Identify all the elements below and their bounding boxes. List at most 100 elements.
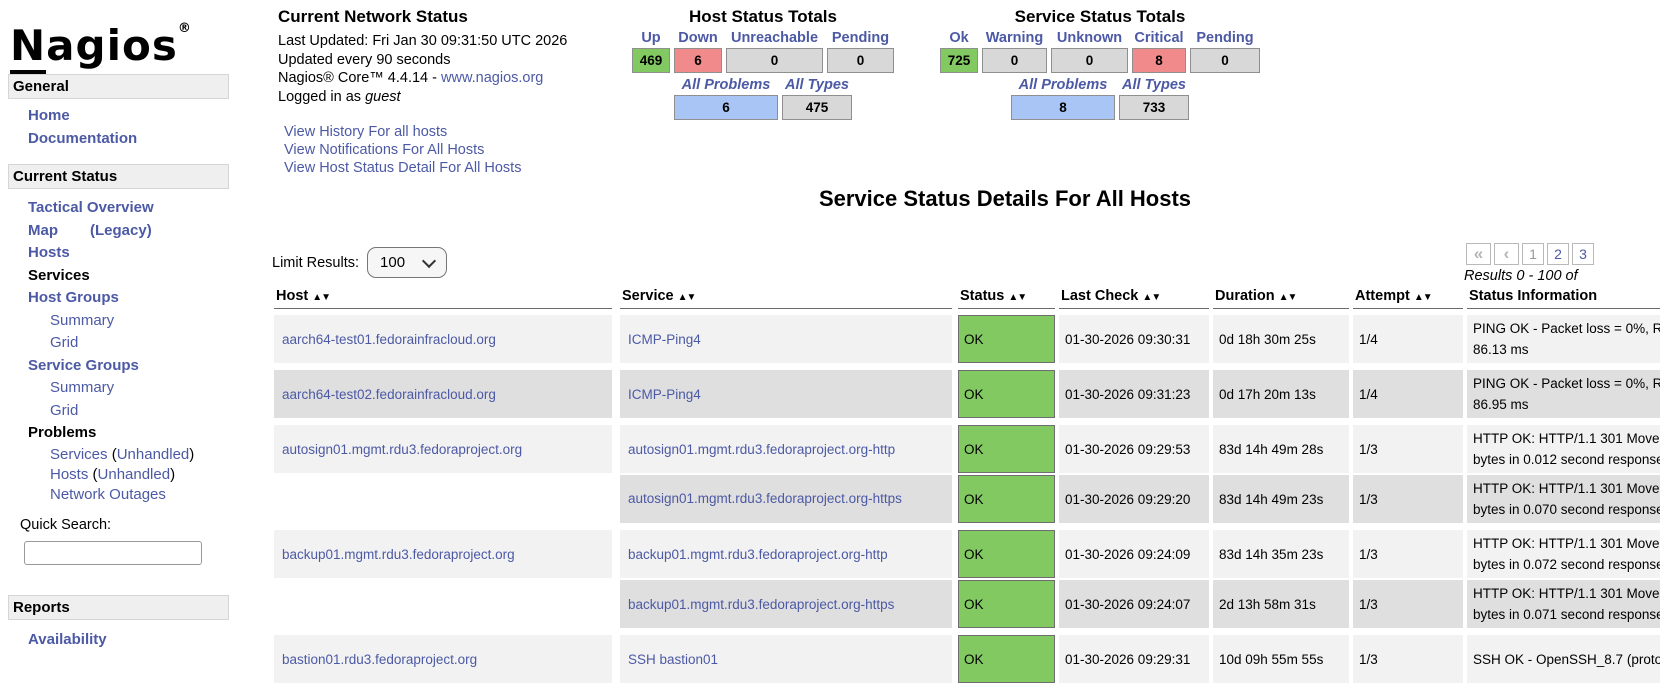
view-notifications-link[interactable]: View Notifications For All Hosts	[284, 142, 485, 158]
host-up-count: 469	[632, 48, 670, 73]
service-status-totals: Service Status Totals Ok Warning Unknown…	[930, 7, 1270, 122]
sort-descending-icon[interactable]: ▼	[686, 292, 697, 303]
duration-cell: 83d 14h 49m 23s	[1213, 475, 1349, 523]
sidebar-item-availability[interactable]: Availability	[28, 630, 107, 648]
sort-ascending-icon[interactable]: ▲	[677, 292, 688, 303]
sidebar-item-network-outages[interactable]: Network Outages	[50, 485, 166, 503]
left-arrow-icon: ‹	[1503, 244, 1510, 263]
column-header-host: Host ▲▼	[274, 288, 612, 309]
page-number-3[interactable]: 3	[1572, 243, 1594, 265]
table-row: bastion01.rdu3.fedoraproject.org SSH bas…	[274, 635, 1660, 683]
attempt-cell: 1/3	[1353, 530, 1463, 578]
service-cell: SSH bastion01	[620, 635, 952, 683]
host-totals-pending-link[interactable]: Pending	[831, 30, 890, 46]
sidebar-item-map[interactable]: Map	[28, 221, 58, 239]
view-host-status-link[interactable]: View Host Status Detail For All Hosts	[284, 160, 522, 176]
service-totals-ok-link[interactable]: Ok	[949, 30, 969, 46]
service-all-types-link[interactable]: All Types	[1122, 77, 1186, 93]
service-all-problems-link[interactable]: All Problems	[1018, 77, 1108, 93]
sidebar-item-documentation[interactable]: Documentation	[28, 129, 138, 147]
service-warning-count: 0	[982, 48, 1047, 73]
sort-ascending-icon[interactable]: ▲	[312, 292, 322, 303]
attempt-cell: 1/3	[1353, 635, 1463, 683]
nagios-org-link[interactable]: www.nagios.org	[441, 70, 544, 86]
host-cell: aarch64-test02.fedorainfracloud.org	[274, 370, 612, 418]
sidebar-item-home[interactable]: Home	[28, 107, 70, 124]
service-unknown-count: 0	[1051, 48, 1128, 73]
service-totals-pending-link[interactable]: Pending	[1196, 30, 1254, 46]
sort-descending-icon[interactable]: ▼	[1422, 292, 1433, 303]
sidebar-item-servicegroup-summary[interactable]: Summary	[50, 379, 115, 396]
logged-in-line: Logged in as guest	[278, 88, 401, 105]
sort-descending-icon[interactable]: ▼	[321, 292, 331, 303]
host-link[interactable]: bastion01.rdu3.fedoraproject.org	[282, 651, 478, 667]
sidebar-item-problem-services-unhandled[interactable]: Unhandled	[116, 445, 190, 463]
service-link[interactable]: autosign01.mgmt.rdu3.fedoraproject.org-h…	[628, 441, 896, 457]
table-row: aarch64-test02.fedorainfracloud.org ICMP…	[274, 370, 1660, 418]
sidebar-item-problem-hosts-unhandled[interactable]: Unhandled	[97, 465, 171, 483]
sidebar-item-hosts[interactable]: Hosts	[28, 244, 70, 261]
host-link[interactable]: autosign01.mgmt.rdu3.fedoraproject.org	[282, 441, 523, 457]
host-link[interactable]: aarch64-test02.fedorainfracloud.org	[282, 386, 496, 402]
logged-in-user: guest	[365, 88, 401, 105]
sidebar-item-map-legacy[interactable]: (Legacy)	[90, 221, 152, 239]
sidebar-item-host-groups[interactable]: Host Groups	[28, 289, 119, 306]
sidebar-item-problem-hosts: Hosts (Unhandled)	[50, 465, 176, 483]
nagios-logo[interactable]: Nagios®	[10, 0, 192, 75]
host-link[interactable]: backup01.mgmt.rdu3.fedoraproject.org	[282, 546, 515, 562]
table-row: backup01.mgmt.rdu3.fedoraproject.org-htt…	[274, 580, 1660, 628]
sidebar-item-map-row: Map (Legacy)	[28, 220, 240, 243]
host-link[interactable]: aarch64-test01.fedorainfracloud.org	[282, 331, 496, 347]
status-badge: OK	[958, 315, 1055, 363]
sidebar-item-servicegroup-grid[interactable]: Grid	[50, 401, 79, 419]
service-link[interactable]: autosign01.mgmt.rdu3.fedoraproject.org-h…	[628, 491, 902, 506]
service-totals-warning-link[interactable]: Warning	[985, 30, 1044, 46]
column-header-status: Status ▲▼	[958, 288, 1055, 309]
service-link[interactable]: backup01.mgmt.rdu3.fedoraproject.org-htt…	[628, 596, 895, 612]
sort-ascending-icon[interactable]: ▲	[1413, 292, 1424, 303]
sidebar-item-hostgroup-grid[interactable]: Grid	[50, 334, 79, 351]
column-header-service: Service ▲▼	[620, 288, 952, 309]
sort-ascending-icon[interactable]: ▲	[1008, 292, 1018, 303]
sidebar-item-hostgroup-summary[interactable]: Summary	[50, 311, 115, 329]
service-totals-critical-link[interactable]: Critical	[1134, 30, 1184, 46]
service-pending-count: 0	[1190, 48, 1260, 73]
host-totals-up-link[interactable]: Up	[641, 30, 661, 46]
sort-descending-icon[interactable]: ▼	[1151, 292, 1161, 303]
sort-ascending-icon[interactable]: ▲	[1278, 292, 1289, 303]
service-link[interactable]: ICMP-Ping4	[628, 331, 701, 347]
page-title: Service Status Details For All Hosts	[818, 186, 1192, 211]
sort-descending-icon[interactable]: ▼	[1287, 292, 1298, 303]
host-all-types-link[interactable]: All Types	[785, 77, 849, 93]
last-check-cell: 01-30-2026 09:31:23	[1059, 370, 1209, 418]
first-page-button[interactable]: «	[1466, 243, 1491, 265]
page-number-2[interactable]: 2	[1547, 243, 1569, 265]
page-number-current[interactable]: 1	[1522, 243, 1544, 265]
service-link[interactable]: SSH bastion01	[628, 651, 719, 667]
service-totals-unknown-link[interactable]: Unknown	[1056, 30, 1123, 46]
service-cell: ICMP-Ping4	[620, 370, 952, 418]
limit-results-select[interactable]: 100	[367, 247, 448, 278]
service-link[interactable]: ICMP-Ping4	[628, 386, 701, 402]
sort-ascending-icon[interactable]: ▲	[1142, 292, 1152, 303]
host-all-problems-link[interactable]: All Problems	[681, 77, 771, 93]
sidebar-section-reports: Reports	[8, 594, 229, 620]
table-header-row: Host ▲▼ Service ▲▼ Status ▲▼ Last Check …	[274, 288, 1660, 309]
host-totals-unreachable-link[interactable]: Unreachable	[730, 30, 819, 46]
service-all-problems-count: 8	[1011, 95, 1115, 120]
sidebar-item-tactical-overview[interactable]: Tactical Overview	[28, 199, 154, 216]
host-totals-down-link[interactable]: Down	[678, 30, 718, 46]
status-badge: OK	[958, 530, 1055, 578]
column-header-duration: Duration ▲▼	[1213, 288, 1349, 309]
service-link[interactable]: backup01.mgmt.rdu3.fedoraproject.org-htt…	[628, 546, 888, 562]
status-information-cell: HTTP OK: HTTP/1.1 301 Moved Permanently …	[1467, 425, 1660, 473]
quick-search-input[interactable]	[24, 540, 202, 565]
view-history-link[interactable]: View History For all hosts	[284, 124, 448, 140]
column-header-last-check: Last Check ▲▼	[1059, 288, 1209, 309]
sidebar-item-service-groups[interactable]: Service Groups	[28, 356, 139, 374]
chevron-down-icon	[421, 253, 437, 268]
sidebar-section-general: General	[8, 74, 229, 99]
previous-page-button[interactable]: ‹	[1494, 243, 1519, 265]
duration-cell: 2d 13h 58m 31s	[1213, 580, 1349, 628]
sort-descending-icon[interactable]: ▼	[1017, 292, 1027, 303]
